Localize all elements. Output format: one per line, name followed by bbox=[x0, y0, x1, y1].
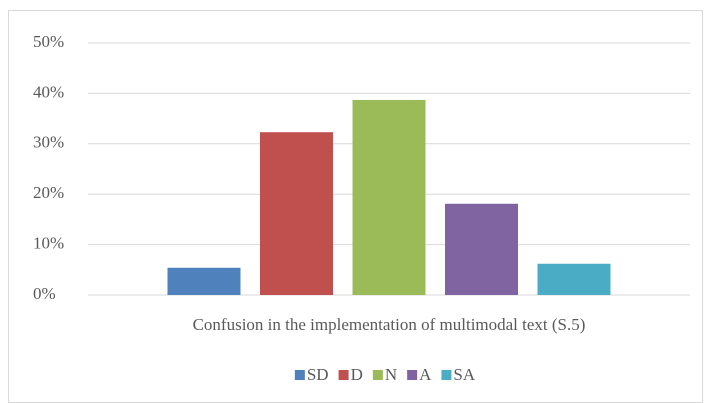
y-tick-label: 0% bbox=[33, 284, 56, 303]
legend-swatch bbox=[407, 370, 418, 380]
legend-swatch bbox=[372, 370, 383, 380]
legend-label: A bbox=[419, 365, 432, 384]
y-tick-label: 30% bbox=[33, 133, 64, 152]
x-tick-label: Confusion in the implementation of multi… bbox=[193, 315, 586, 334]
y-tick-label: 50% bbox=[33, 32, 64, 51]
legend-label: SD bbox=[307, 365, 329, 384]
legend-swatch bbox=[441, 370, 452, 380]
legend-label: D bbox=[351, 365, 363, 384]
legend-label: SA bbox=[453, 365, 475, 384]
bar bbox=[445, 203, 518, 295]
y-tick-label: 40% bbox=[33, 82, 64, 101]
y-tick-label: 10% bbox=[33, 234, 64, 253]
bar bbox=[352, 99, 426, 296]
bar bbox=[537, 263, 611, 295]
y-tick-label: 20% bbox=[33, 183, 64, 202]
legend-swatch bbox=[294, 370, 305, 380]
bar bbox=[260, 132, 333, 295]
legend-label: N bbox=[385, 365, 397, 384]
bar bbox=[167, 267, 241, 295]
legend-swatch bbox=[338, 370, 349, 380]
